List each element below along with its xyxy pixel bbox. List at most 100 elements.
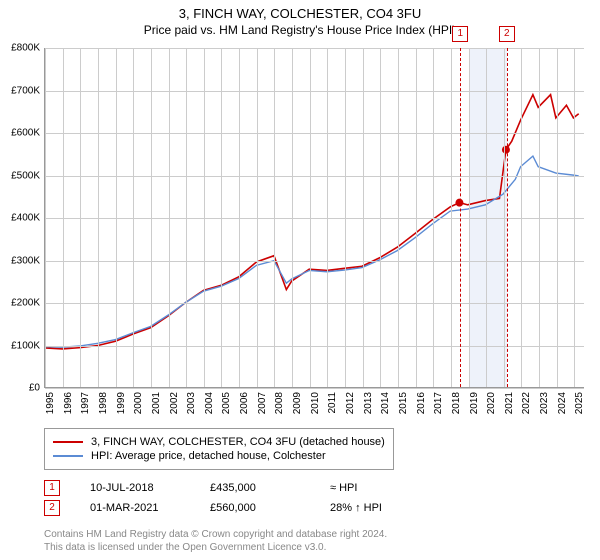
x-tick-label: 2001: [151, 392, 162, 414]
x-tick-label: 2023: [539, 392, 550, 414]
x-tick-label: 2005: [221, 392, 232, 414]
y-tick-label: £400K: [11, 213, 40, 224]
gridline-v: [557, 48, 558, 387]
x-tick-label: 2015: [398, 392, 409, 414]
legend-swatch: [53, 441, 83, 443]
x-tick-label: 2020: [486, 392, 497, 414]
gridline-v: [257, 48, 258, 387]
x-tick-label: 2012: [345, 392, 356, 414]
gridline-v: [116, 48, 117, 387]
x-tick-label: 2019: [469, 392, 480, 414]
chart-container: 3, FINCH WAY, COLCHESTER, CO4 3FU Price …: [0, 0, 600, 560]
chart-title: 3, FINCH WAY, COLCHESTER, CO4 3FU: [0, 6, 600, 21]
x-tick-label: 2004: [204, 392, 215, 414]
legend-label: 3, FINCH WAY, COLCHESTER, CO4 3FU (detac…: [91, 436, 385, 448]
gridline-v: [521, 48, 522, 387]
sale-marker-line: [460, 48, 461, 387]
gridline-v: [345, 48, 346, 387]
x-tick-label: 2006: [239, 392, 250, 414]
gridline-v: [486, 48, 487, 387]
x-tick-label: 1998: [98, 392, 109, 414]
sale-delta: 28% ↑ HPI: [330, 502, 420, 514]
x-tick-label: 2025: [574, 392, 585, 414]
footer-attribution: Contains HM Land Registry data © Crown c…: [44, 529, 387, 554]
x-tick-label: 2021: [504, 392, 515, 414]
legend: 3, FINCH WAY, COLCHESTER, CO4 3FU (detac…: [44, 428, 394, 470]
legend-row: 3, FINCH WAY, COLCHESTER, CO4 3FU (detac…: [53, 436, 385, 448]
gridline-v: [80, 48, 81, 387]
x-tick-label: 2008: [274, 392, 285, 414]
gridline-v: [504, 48, 505, 387]
gridline-v: [98, 48, 99, 387]
gridline-v: [327, 48, 328, 387]
y-tick-label: £100K: [11, 340, 40, 351]
legend-row: HPI: Average price, detached house, Colc…: [53, 450, 385, 462]
y-tick-label: £600K: [11, 128, 40, 139]
gridline-v: [221, 48, 222, 387]
gridline-v: [416, 48, 417, 387]
x-tick-label: 2013: [363, 392, 374, 414]
chart-area: £0£100K£200K£300K£400K£500K£600K£700K£80…: [44, 48, 584, 388]
gridline-v: [204, 48, 205, 387]
x-tick-label: 2024: [557, 392, 568, 414]
x-tick-label: 1997: [80, 392, 91, 414]
x-tick-label: 2000: [133, 392, 144, 414]
sale-row-badge: 1: [44, 480, 60, 496]
sale-row-badge: 2: [44, 500, 60, 516]
y-tick-label: £300K: [11, 255, 40, 266]
sale-row: 1 10-JUL-2018 £435,000 ≈ HPI: [44, 480, 420, 496]
gridline-v: [151, 48, 152, 387]
gridline-v: [45, 48, 46, 387]
footer-line-1: Contains HM Land Registry data © Crown c…: [44, 529, 387, 542]
legend-label: HPI: Average price, detached house, Colc…: [91, 450, 326, 462]
sale-marker-badge: 1: [452, 26, 468, 42]
x-tick-label: 2002: [169, 392, 180, 414]
x-tick-label: 2016: [416, 392, 427, 414]
x-tick-label: 1999: [116, 392, 127, 414]
x-tick-label: 2014: [380, 392, 391, 414]
y-tick-label: £700K: [11, 85, 40, 96]
x-tick-label: 2018: [451, 392, 462, 414]
x-tick-label: 2003: [186, 392, 197, 414]
x-tick-label: 2010: [310, 392, 321, 414]
sale-price: £435,000: [210, 482, 300, 494]
x-tick-label: 2022: [521, 392, 532, 414]
x-tick-label: 2009: [292, 392, 303, 414]
footer-line-2: This data is licensed under the Open Gov…: [44, 542, 387, 555]
gridline-v: [133, 48, 134, 387]
y-tick-label: £200K: [11, 298, 40, 309]
gridline-v: [63, 48, 64, 387]
gridline-v: [451, 48, 452, 387]
sale-delta: ≈ HPI: [330, 482, 420, 494]
gridline-v: [398, 48, 399, 387]
gridline-v: [186, 48, 187, 387]
sale-date: 10-JUL-2018: [90, 482, 180, 494]
gridline-v: [363, 48, 364, 387]
gridline-v: [469, 48, 470, 387]
gridline-v: [292, 48, 293, 387]
gridline-v: [310, 48, 311, 387]
gridline-h: [45, 388, 584, 389]
gridline-v: [433, 48, 434, 387]
plot-region: £0£100K£200K£300K£400K£500K£600K£700K£80…: [44, 48, 584, 388]
gridline-v: [239, 48, 240, 387]
x-tick-label: 1995: [45, 392, 56, 414]
y-tick-label: £800K: [11, 43, 40, 54]
sale-marker-line: [507, 48, 508, 387]
x-tick-label: 1996: [63, 392, 74, 414]
gridline-v: [274, 48, 275, 387]
gridline-v: [539, 48, 540, 387]
gridline-v: [574, 48, 575, 387]
sale-marker-badge: 2: [499, 26, 515, 42]
y-tick-label: £0: [29, 383, 40, 394]
y-tick-label: £500K: [11, 170, 40, 181]
x-tick-label: 2011: [327, 392, 338, 414]
x-tick-label: 2017: [433, 392, 444, 414]
gridline-v: [169, 48, 170, 387]
sales-table: 1 10-JUL-2018 £435,000 ≈ HPI 2 01-MAR-2021 £56…: [44, 476, 420, 520]
sale-price: £560,000: [210, 502, 300, 514]
legend-swatch: [53, 455, 83, 457]
sale-date: 01-MAR-2021: [90, 502, 180, 514]
gridline-v: [380, 48, 381, 387]
series-hpi: [45, 156, 579, 347]
